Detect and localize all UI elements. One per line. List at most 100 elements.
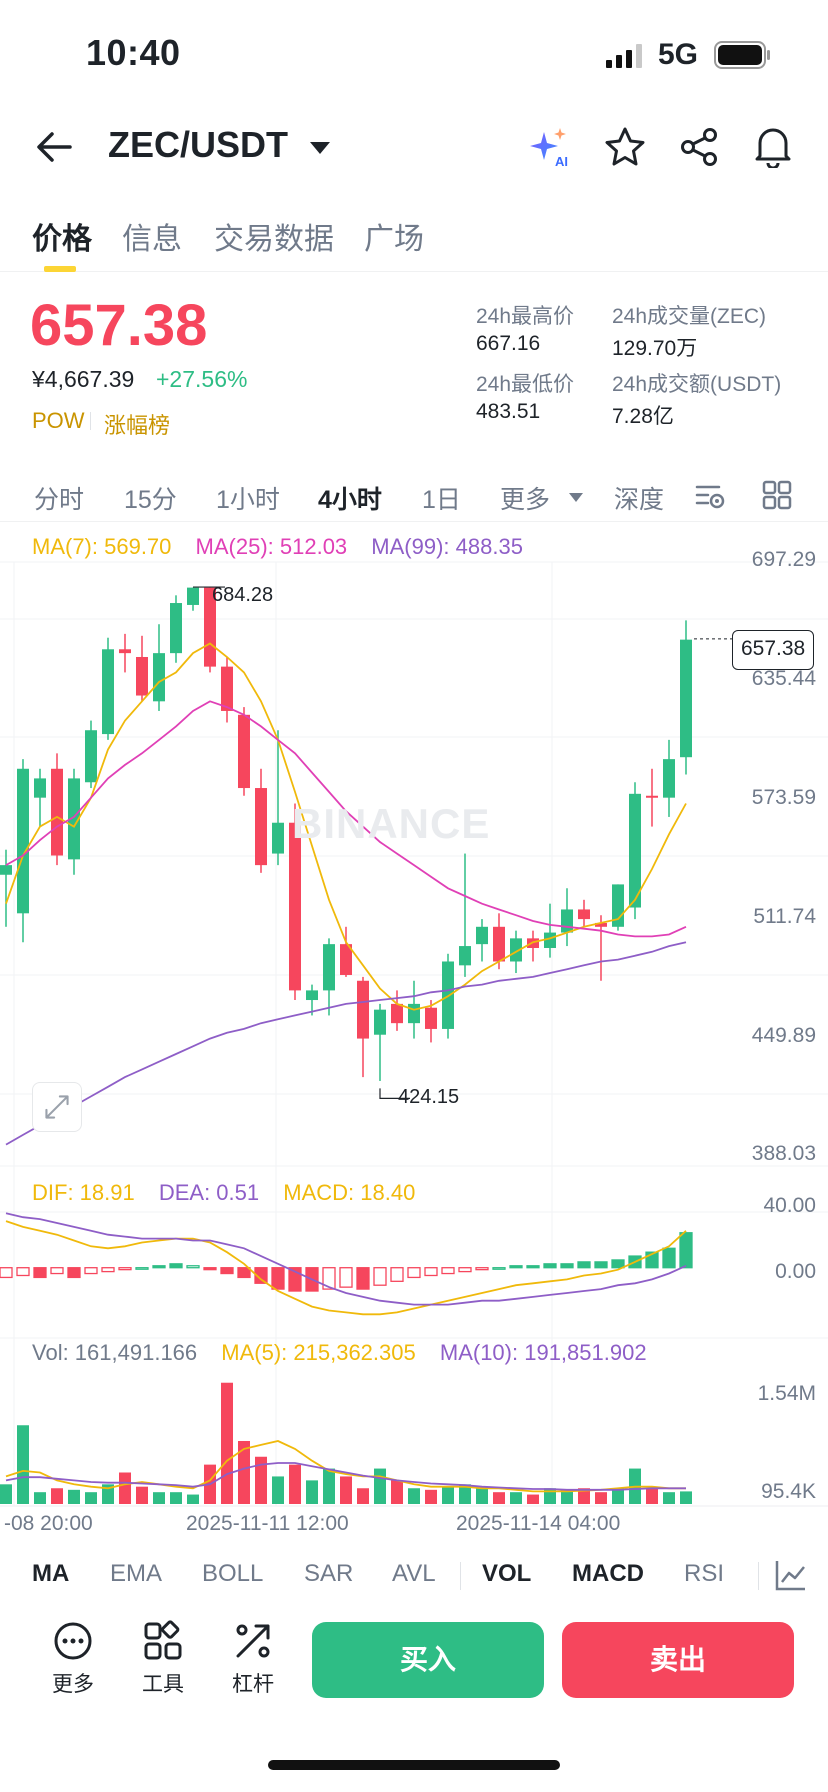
candle-body — [153, 653, 165, 702]
kline-chart[interactable] — [0, 526, 828, 1516]
dif-legend: DIF: 18.91 — [32, 1180, 135, 1205]
candle-body — [425, 1007, 437, 1029]
tab-indicator — [44, 266, 76, 272]
interval-15m[interactable]: 15分 — [124, 486, 177, 514]
indicator-avl[interactable]: AVL — [392, 1560, 436, 1587]
indicator-macd[interactable]: MACD — [572, 1560, 644, 1587]
candle-body — [306, 990, 318, 1001]
status-time: 10:40 — [86, 32, 181, 73]
tab-price[interactable]: 价格 — [32, 223, 92, 256]
candle-body — [187, 587, 199, 605]
sell-button[interactable]: 卖出 — [562, 1622, 794, 1698]
candle-body — [476, 926, 488, 945]
volume-bar — [85, 1492, 97, 1504]
more-action[interactable]: 更多 — [38, 1620, 108, 1698]
volume-bar — [34, 1492, 46, 1504]
vol-ma10-line — [5, 1462, 686, 1491]
candle-body — [340, 944, 352, 975]
indicator-vol[interactable]: VOL — [482, 1560, 532, 1587]
chart-settings-icon[interactable] — [694, 480, 726, 512]
indicator-ema[interactable]: EMA — [110, 1560, 163, 1587]
volume-bar — [459, 1484, 471, 1504]
expand-chart-icon[interactable] — [32, 1082, 82, 1132]
tab-trading-data[interactable]: 交易数据 — [214, 223, 334, 256]
candle-body — [0, 865, 12, 875]
macd-bar — [237, 1267, 251, 1279]
caret-down-icon[interactable] — [308, 140, 332, 156]
macd-bar — [101, 1267, 115, 1273]
candle-body — [51, 768, 63, 856]
candle-body — [646, 795, 658, 798]
macd-bar — [594, 1261, 608, 1269]
change-percent: +27.56% — [156, 366, 248, 392]
status-bar: 10:40 5G — [0, 0, 828, 110]
candle-body — [289, 822, 301, 991]
candle-body — [544, 932, 556, 948]
dea-line — [5, 1212, 687, 1306]
volume-bar — [68, 1489, 80, 1504]
tag-top-gainers[interactable]: 涨幅榜 — [104, 413, 171, 438]
interval-4h[interactable]: 4小时 — [318, 486, 382, 514]
macd-legend: DIF: 18.91 DEA: 0.51 MACD: 18.40 — [32, 1180, 433, 1206]
stat-low-value: 483.51 — [476, 400, 541, 423]
interval-more[interactable]: 更多 — [500, 486, 551, 514]
volume-bar — [136, 1486, 148, 1504]
tab-square[interactable]: 广场 — [364, 223, 424, 256]
pair-title[interactable]: ZEC/USDT — [108, 124, 288, 165]
ma25-line — [5, 700, 687, 938]
interval-depth[interactable]: 深度 — [614, 486, 665, 514]
volume-bar — [578, 1488, 590, 1504]
interval-1d[interactable]: 1日 — [422, 486, 461, 514]
macd-bar — [611, 1259, 625, 1269]
ai-sparkle-icon[interactable]: AI — [528, 126, 572, 170]
indicator-rsi[interactable]: RSI — [684, 1560, 725, 1587]
buy-button[interactable]: 买入 — [312, 1622, 544, 1698]
macd-bar — [424, 1267, 438, 1277]
stat-turnover-value: 7.28亿 — [612, 405, 674, 428]
tools-action[interactable]: 工具 — [128, 1620, 198, 1698]
ma99-legend: MA(99): 488.35 — [371, 534, 523, 559]
chart-style-icon[interactable] — [774, 1558, 808, 1592]
macd-bar — [441, 1267, 455, 1275]
leverage-action[interactable]: 杠杆 — [218, 1620, 288, 1698]
bell-icon[interactable] — [752, 124, 794, 168]
macd-bar — [577, 1261, 591, 1269]
indicator-sar[interactable]: SAR — [304, 1560, 354, 1587]
candle-body — [578, 909, 590, 920]
interval-line[interactable]: 分时 — [34, 486, 85, 514]
bottom-action-bar: 更多 工具 杠杆 买入 卖出 — [0, 1612, 828, 1712]
time-axis-label: 2025-11-11 12:00 — [186, 1512, 349, 1535]
more-dots-icon — [54, 1622, 92, 1660]
back-arrow-icon[interactable] — [34, 130, 74, 164]
vol-axis-label: 95.4K — [761, 1480, 816, 1503]
layout-grid-icon[interactable] — [762, 480, 792, 510]
binance-watermark: BINANCE — [292, 800, 491, 847]
candle-body — [663, 759, 675, 798]
macd-bar — [407, 1267, 421, 1279]
macd-bar — [33, 1267, 47, 1279]
indicator-boll[interactable]: BOLL — [202, 1560, 264, 1587]
network-label: 5G — [658, 38, 699, 71]
vol-axis-label: 1.54M — [757, 1382, 816, 1405]
star-icon[interactable] — [604, 126, 646, 168]
volume-bar — [663, 1492, 675, 1504]
candle-body — [68, 778, 80, 860]
battery-icon — [714, 41, 770, 69]
volume-bar — [391, 1480, 403, 1504]
tab-info[interactable]: 信息 — [122, 223, 182, 256]
indicator-divider — [758, 1562, 759, 1590]
macd-bar — [662, 1247, 676, 1269]
volume-bar — [374, 1468, 386, 1504]
dea-legend: DEA: 0.51 — [158, 1180, 260, 1205]
share-icon[interactable] — [678, 126, 720, 168]
interval-1h[interactable]: 1小时 — [216, 486, 280, 514]
tag-pow[interactable]: POW — [32, 408, 85, 433]
more-caret-icon[interactable] — [568, 492, 584, 503]
interval-bar: 分时 15分 1小时 4小时 1日 更多 深度 — [0, 470, 828, 522]
candle-body — [85, 730, 97, 783]
svg-text:AI: AI — [555, 154, 568, 169]
candle-body — [374, 1009, 386, 1035]
tools-grid-icon — [144, 1620, 182, 1660]
macd-bar — [492, 1267, 506, 1270]
indicator-ma[interactable]: MA — [32, 1560, 70, 1587]
